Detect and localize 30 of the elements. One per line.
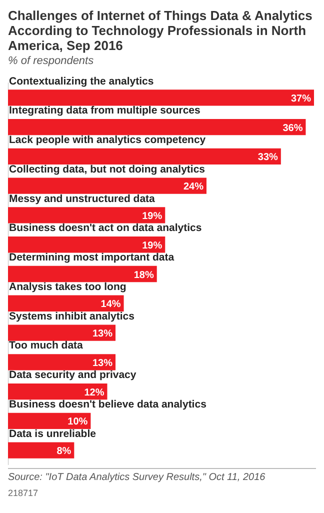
y-tick-label: Collecting data, but not doing analytics bbox=[9, 163, 206, 176]
data-label: 13% bbox=[92, 358, 113, 369]
data-label: 33% bbox=[258, 152, 278, 164]
data-label: 14% bbox=[100, 299, 121, 310]
chart-subtitle: % of respondents bbox=[8, 55, 95, 67]
y-tick-label: Integrating data from multiple sources bbox=[9, 104, 201, 117]
y-tick-label: Contextualizing the analytics bbox=[9, 75, 154, 88]
y-tick-label: Analysis takes too long bbox=[9, 280, 126, 293]
data-label: 36% bbox=[282, 122, 303, 134]
data-label: 37% bbox=[290, 93, 312, 104]
data-label: 8% bbox=[56, 446, 72, 458]
y-tick-label: Lack people with analytics competency bbox=[9, 134, 206, 146]
text: 218717 bbox=[8, 488, 40, 498]
y-tick-label: Determining most important data bbox=[9, 252, 174, 264]
y-tick-label: Data security and privacy bbox=[9, 369, 136, 382]
data-label: 12% bbox=[84, 387, 104, 398]
data-label: 24% bbox=[183, 182, 204, 193]
y-tick-label: Data is unreliable bbox=[9, 428, 96, 440]
y-tick-label: Business doesn't act on data analytics bbox=[9, 222, 202, 234]
data-label: 18% bbox=[134, 270, 154, 281]
data-label: 19% bbox=[142, 240, 162, 252]
y-tick-label: Too much data bbox=[9, 340, 84, 352]
data-label: 10% bbox=[68, 416, 88, 428]
data-label: 13% bbox=[92, 328, 113, 340]
source-note: Source: "IoT Data Analytics Survey Results," Oct 11, 2016 bbox=[8, 472, 266, 484]
y-tick-label: Systems inhibit analytics bbox=[9, 310, 135, 322]
chart-title: Challenges of Internet of Things Data & Analytics According to Technology Professionals in North America, Sep 2016 bbox=[8, 8, 314, 53]
y-tick-label: Messy and unstructured data bbox=[9, 192, 156, 205]
data-label: 19% bbox=[142, 210, 162, 222]
y-tick-label: Business doesn't believe data analytics bbox=[9, 398, 207, 410]
